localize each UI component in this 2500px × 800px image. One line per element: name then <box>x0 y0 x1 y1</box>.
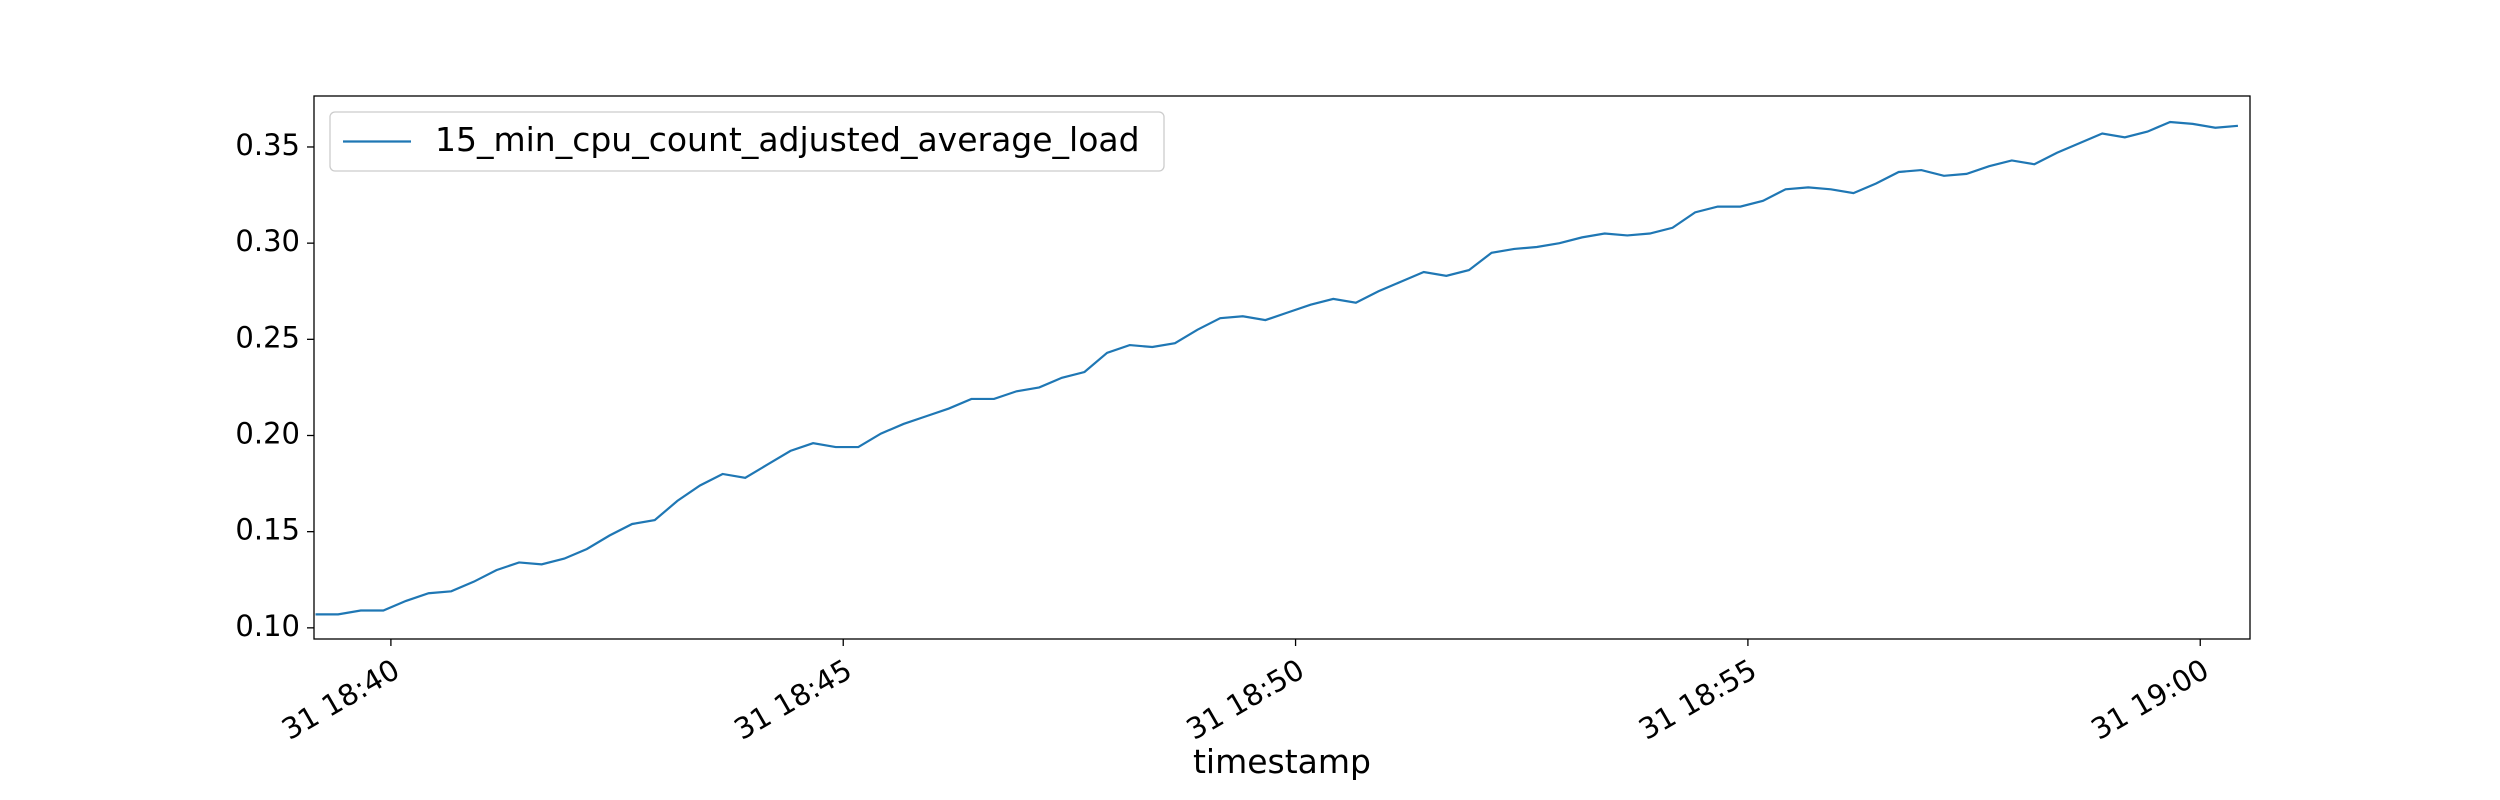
x-axis-label: timestamp <box>1193 742 1371 781</box>
legend-label: 15_min_cpu_count_adjusted_average_load <box>435 120 1140 159</box>
legend-box <box>329 111 1165 172</box>
x-tick-label: 31 18:55 <box>1633 652 1762 746</box>
y-tick-label: 0.10 <box>235 609 300 643</box>
data-line <box>315 120 2239 616</box>
x-tick-label: 31 19:00 <box>2085 652 2214 746</box>
y-tick-label: 0.15 <box>235 513 300 547</box>
y-tick-label: 0.35 <box>235 128 300 162</box>
x-tick-label: 31 18:40 <box>276 652 405 746</box>
x-tick-label: 31 18:45 <box>728 652 857 746</box>
y-tick-label: 0.20 <box>235 416 300 450</box>
plot-frame <box>313 95 2251 640</box>
x-tick-label: 31 18:50 <box>1181 652 1310 746</box>
y-tick-label: 0.30 <box>235 224 300 258</box>
y-tick-label: 0.25 <box>235 320 300 354</box>
